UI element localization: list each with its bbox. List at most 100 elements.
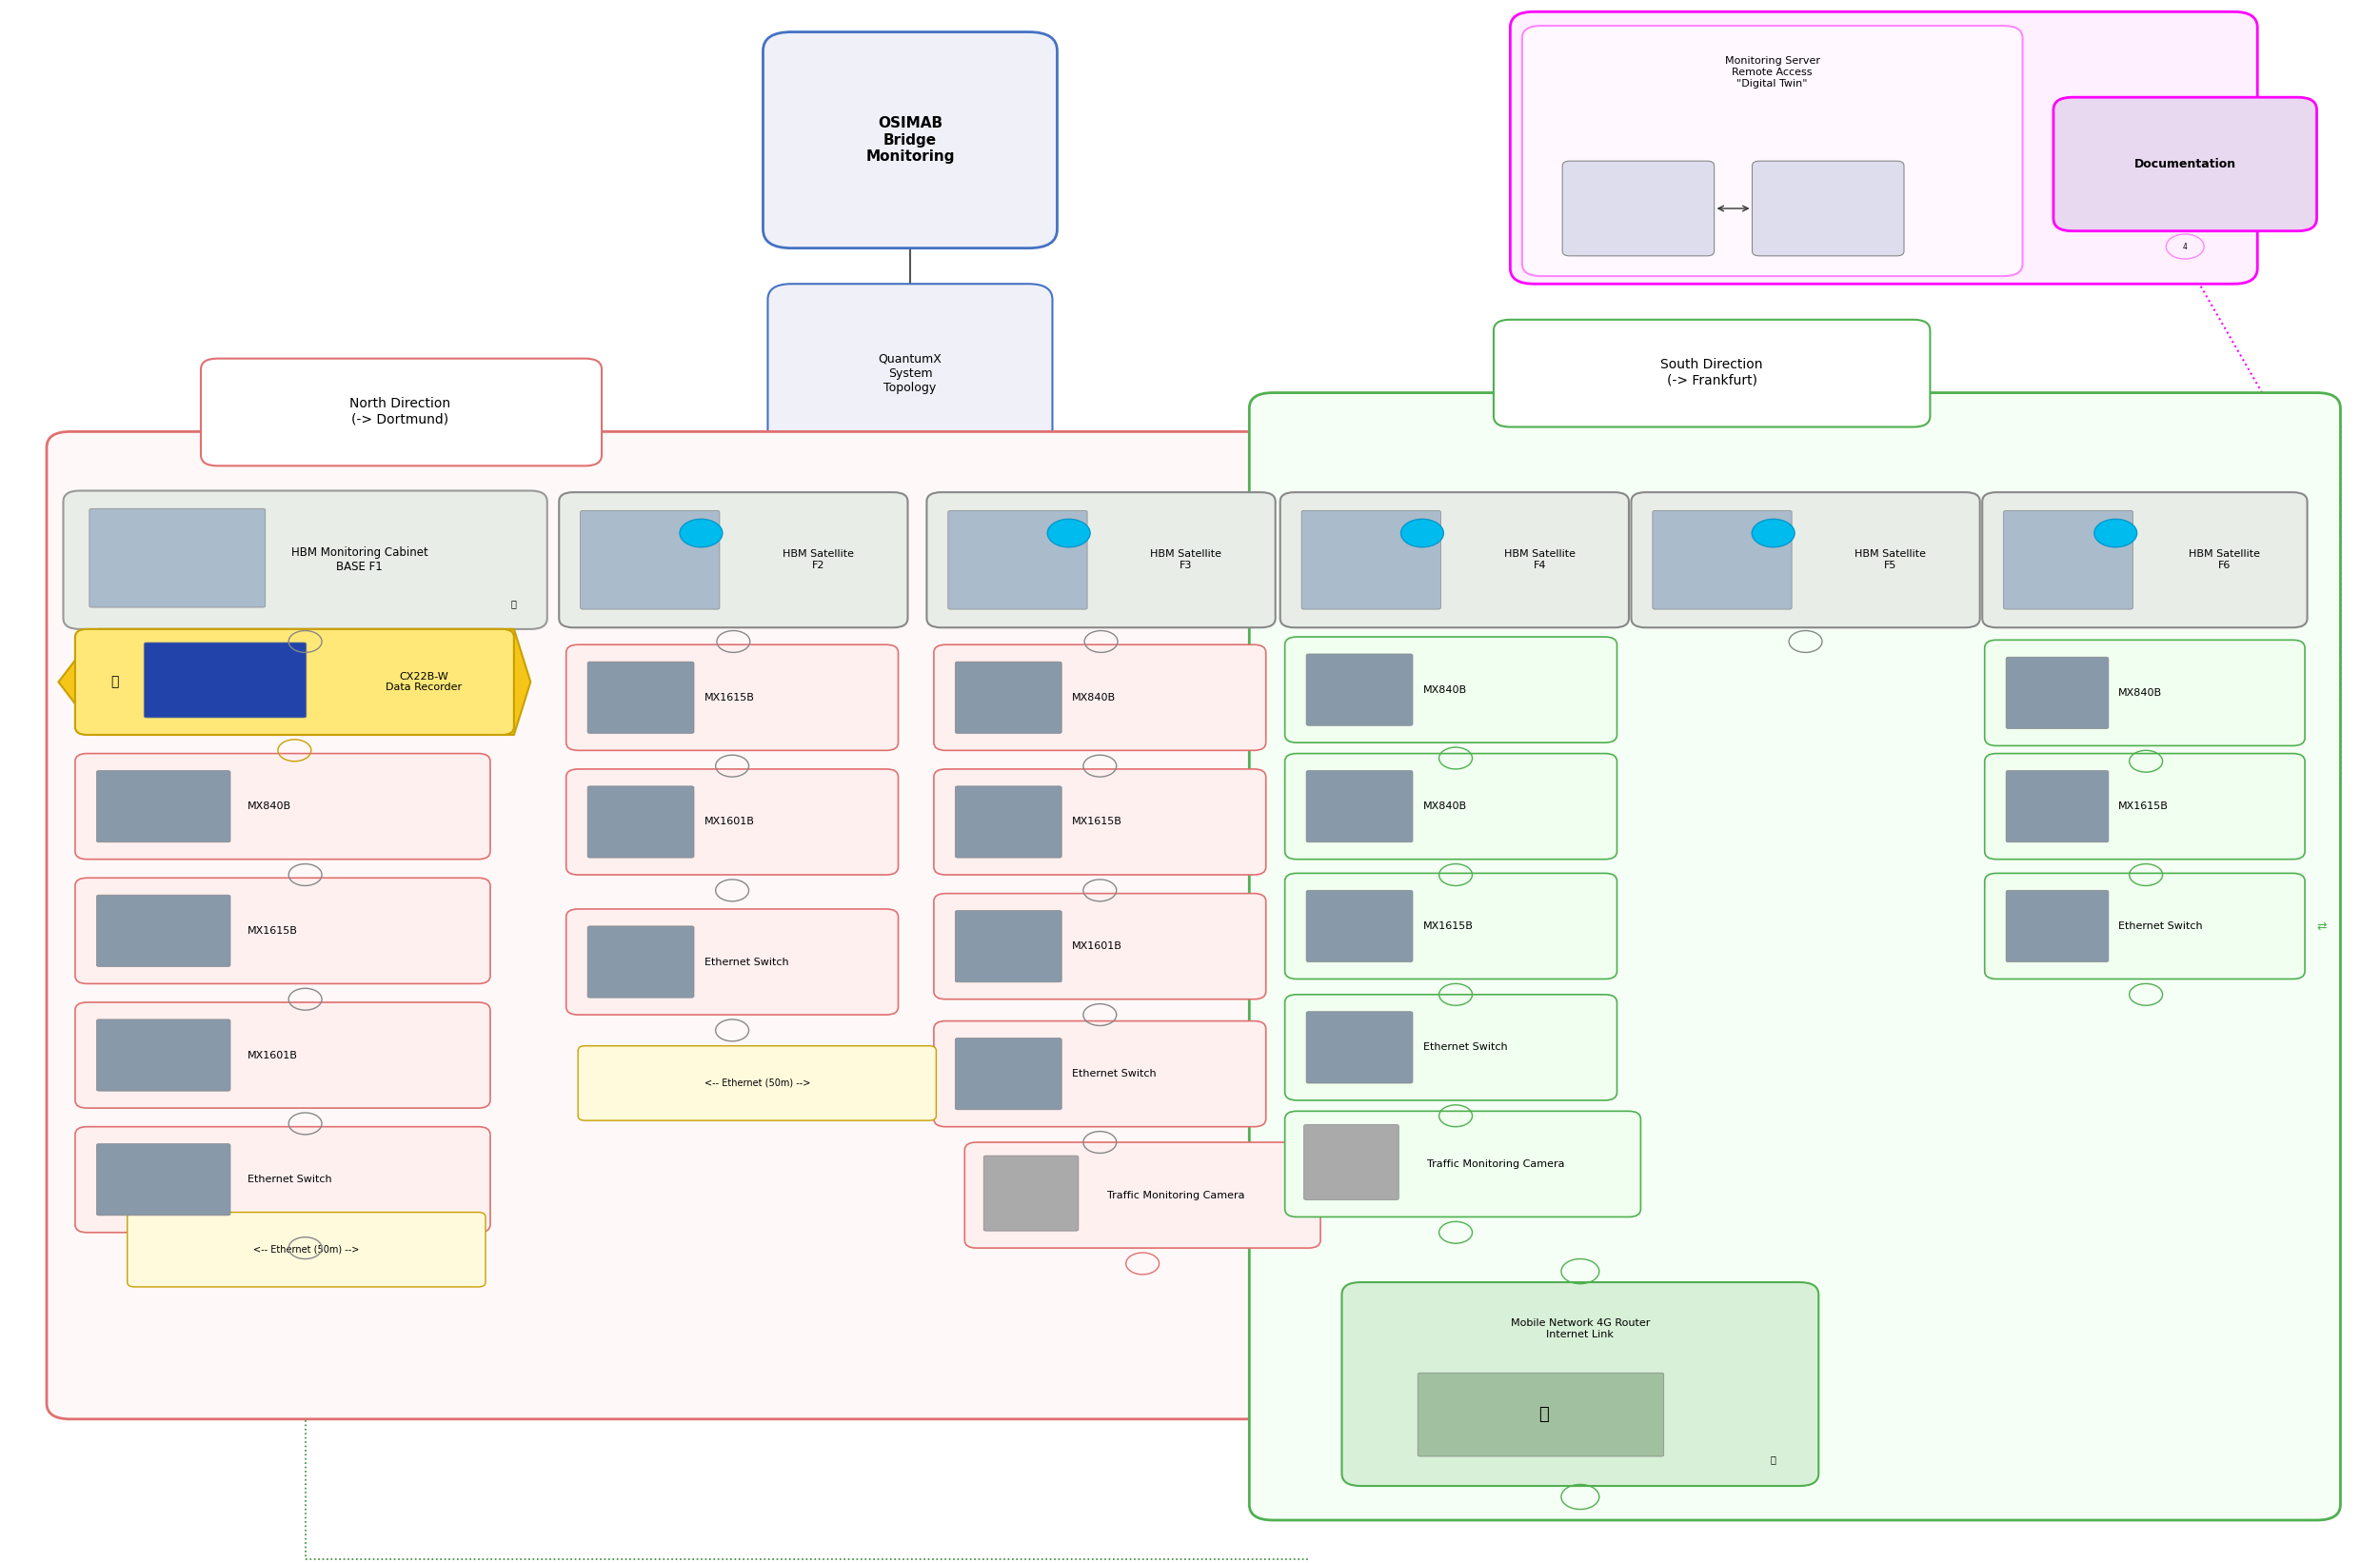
FancyBboxPatch shape	[48, 431, 1269, 1419]
Text: CX22B-W
Data Recorder: CX22B-W Data Recorder	[386, 672, 462, 692]
FancyBboxPatch shape	[764, 31, 1057, 249]
FancyBboxPatch shape	[76, 1002, 490, 1108]
Text: Mobile Network 4G Router
Internet Link: Mobile Network 4G Router Internet Link	[1511, 1319, 1649, 1339]
FancyBboxPatch shape	[588, 661, 695, 733]
Text: HBM Satellite
F2: HBM Satellite F2	[783, 550, 854, 570]
Text: MX1601B: MX1601B	[704, 817, 754, 827]
FancyBboxPatch shape	[566, 644, 897, 750]
Text: Ethernet Switch: Ethernet Switch	[248, 1175, 331, 1185]
Circle shape	[1402, 519, 1445, 547]
FancyBboxPatch shape	[200, 358, 602, 466]
Text: OSIMAB
Bridge
Monitoring: OSIMAB Bridge Monitoring	[866, 116, 954, 164]
Text: MX1615B: MX1615B	[1423, 921, 1473, 932]
FancyBboxPatch shape	[1307, 891, 1414, 961]
FancyBboxPatch shape	[566, 769, 897, 875]
FancyBboxPatch shape	[1561, 161, 1714, 256]
FancyBboxPatch shape	[954, 1038, 1061, 1110]
Text: Traffic Monitoring Camera: Traffic Monitoring Camera	[1428, 1160, 1564, 1169]
FancyBboxPatch shape	[1307, 1011, 1414, 1083]
FancyBboxPatch shape	[566, 910, 897, 1014]
FancyBboxPatch shape	[933, 1021, 1266, 1127]
FancyBboxPatch shape	[559, 492, 907, 628]
Text: <-- Ethernet (50m) -->: <-- Ethernet (50m) -->	[704, 1078, 809, 1088]
FancyBboxPatch shape	[76, 628, 514, 735]
FancyBboxPatch shape	[143, 642, 307, 717]
FancyBboxPatch shape	[76, 1127, 490, 1233]
Text: MX1601B: MX1601B	[248, 1050, 298, 1060]
Polygon shape	[60, 628, 531, 735]
FancyBboxPatch shape	[933, 644, 1266, 750]
FancyBboxPatch shape	[1280, 492, 1628, 628]
Text: HBM Monitoring Cabinet
BASE F1: HBM Monitoring Cabinet BASE F1	[290, 547, 428, 574]
FancyBboxPatch shape	[1250, 392, 2340, 1521]
FancyBboxPatch shape	[581, 511, 719, 610]
FancyBboxPatch shape	[1285, 874, 1616, 978]
FancyBboxPatch shape	[1285, 1111, 1640, 1218]
FancyBboxPatch shape	[1285, 636, 1616, 742]
FancyBboxPatch shape	[98, 896, 231, 966]
FancyBboxPatch shape	[588, 925, 695, 997]
Text: Documentation: Documentation	[2135, 158, 2237, 170]
Text: MX840B: MX840B	[2118, 688, 2161, 697]
FancyBboxPatch shape	[1511, 13, 2256, 284]
Text: Ethernet Switch: Ethernet Switch	[2118, 921, 2202, 932]
Text: MX1615B: MX1615B	[704, 692, 754, 702]
FancyBboxPatch shape	[64, 491, 547, 628]
Text: 🔒: 🔒	[1771, 1455, 1775, 1465]
FancyBboxPatch shape	[983, 1155, 1078, 1232]
Text: MX1615B: MX1615B	[2118, 802, 2168, 811]
Text: ⇄: ⇄	[2316, 921, 2328, 932]
FancyBboxPatch shape	[1985, 639, 2304, 746]
FancyBboxPatch shape	[954, 786, 1061, 858]
Text: Monitoring Server
Remote Access
"Digital Twin": Monitoring Server Remote Access "Digital…	[1726, 56, 1821, 88]
FancyBboxPatch shape	[1302, 511, 1440, 610]
FancyBboxPatch shape	[2006, 656, 2109, 728]
FancyBboxPatch shape	[964, 1143, 1321, 1247]
Text: North Direction
(-> Dortmund): North Direction (-> Dortmund)	[350, 397, 450, 425]
Text: Ethernet Switch: Ethernet Switch	[704, 957, 788, 966]
FancyBboxPatch shape	[1285, 753, 1616, 860]
Text: MX840B: MX840B	[1423, 685, 1466, 694]
Text: HBM Satellite
F4: HBM Satellite F4	[1504, 550, 1576, 570]
Text: MX1615B: MX1615B	[248, 925, 298, 936]
Text: 📡: 📡	[1537, 1405, 1549, 1422]
FancyBboxPatch shape	[126, 1213, 486, 1286]
FancyBboxPatch shape	[2006, 771, 2109, 842]
FancyBboxPatch shape	[1630, 492, 1980, 628]
Text: QuantumX
System
Topology: QuantumX System Topology	[878, 353, 942, 394]
Text: South Direction
(-> Frankfurt): South Direction (-> Frankfurt)	[1661, 358, 1764, 388]
Circle shape	[681, 519, 724, 547]
FancyBboxPatch shape	[1342, 1282, 1818, 1486]
Circle shape	[1752, 519, 1795, 547]
FancyBboxPatch shape	[933, 894, 1266, 999]
FancyBboxPatch shape	[98, 1144, 231, 1216]
Text: 🔒: 🔒	[512, 599, 516, 610]
FancyBboxPatch shape	[1304, 1124, 1399, 1200]
FancyBboxPatch shape	[1307, 771, 1414, 842]
Text: <-- Ethernet (50m) -->: <-- Ethernet (50m) -->	[252, 1244, 359, 1255]
Text: HBM Satellite
F5: HBM Satellite F5	[1854, 550, 1925, 570]
Text: Ethernet Switch: Ethernet Switch	[1423, 1043, 1507, 1052]
FancyBboxPatch shape	[76, 753, 490, 860]
FancyBboxPatch shape	[588, 786, 695, 858]
FancyBboxPatch shape	[769, 284, 1052, 463]
Text: HBM Satellite
F6: HBM Satellite F6	[2190, 550, 2261, 570]
FancyBboxPatch shape	[578, 1046, 935, 1121]
FancyBboxPatch shape	[1418, 1372, 1664, 1457]
Circle shape	[2094, 519, 2137, 547]
Text: Traffic Monitoring Camera: Traffic Monitoring Camera	[1107, 1191, 1245, 1200]
FancyBboxPatch shape	[933, 769, 1266, 875]
FancyBboxPatch shape	[98, 771, 231, 842]
FancyBboxPatch shape	[1985, 874, 2304, 978]
FancyBboxPatch shape	[1307, 653, 1414, 725]
Text: 🚩: 🚩	[112, 675, 119, 689]
Text: MX1615B: MX1615B	[1071, 817, 1123, 827]
FancyBboxPatch shape	[2004, 511, 2132, 610]
FancyBboxPatch shape	[1983, 492, 2306, 628]
FancyBboxPatch shape	[76, 878, 490, 983]
Text: Ethernet Switch: Ethernet Switch	[1071, 1069, 1157, 1078]
FancyBboxPatch shape	[1752, 161, 1904, 256]
Text: HBM Satellite
F3: HBM Satellite F3	[1150, 550, 1221, 570]
FancyBboxPatch shape	[954, 661, 1061, 733]
FancyBboxPatch shape	[926, 492, 1276, 628]
